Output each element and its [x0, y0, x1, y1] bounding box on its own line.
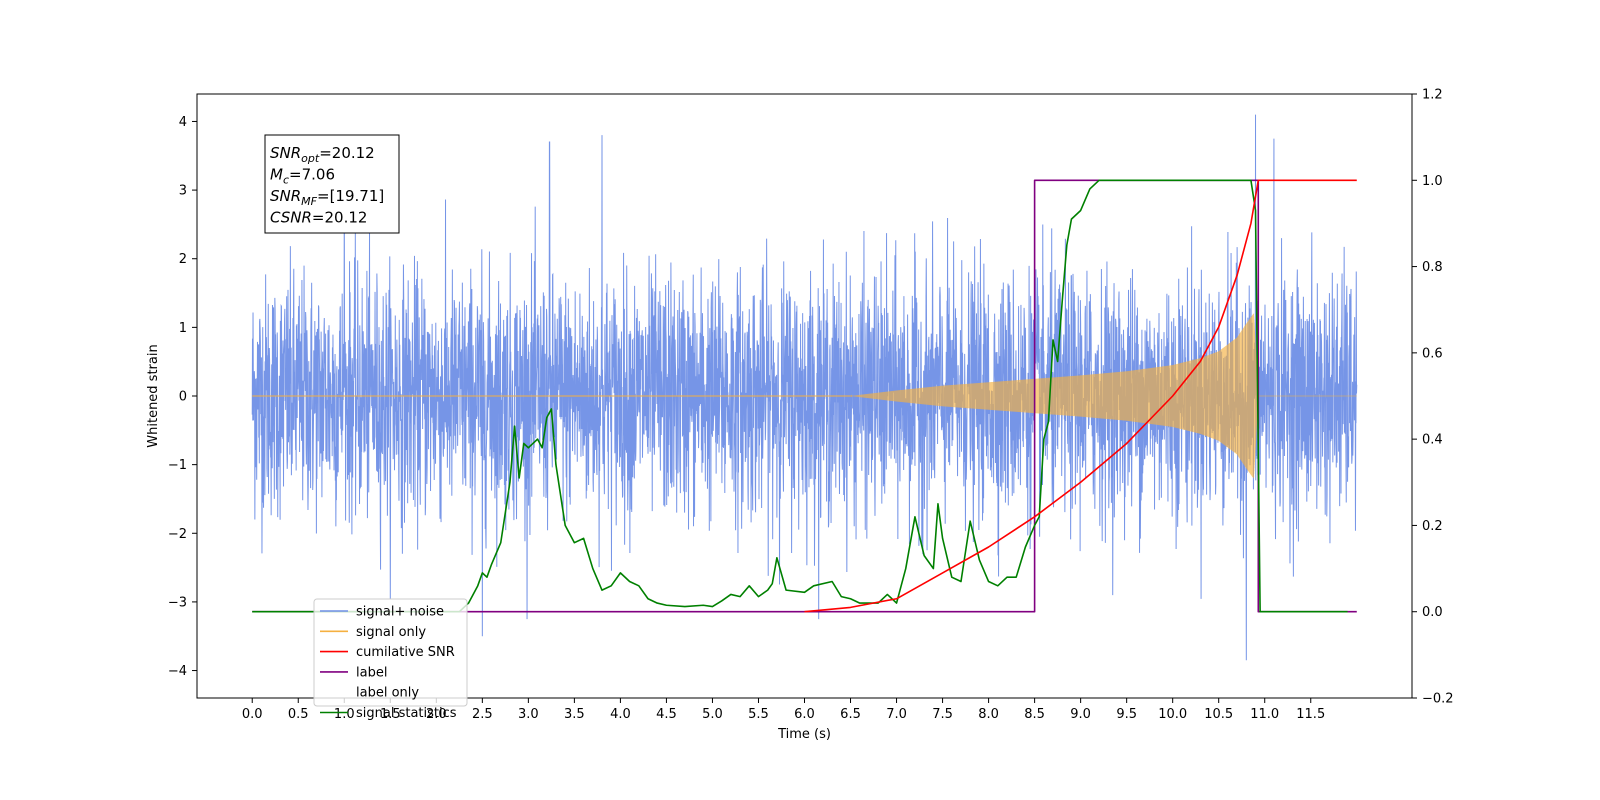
y-left-tick-label: −4 [168, 664, 187, 679]
x-tick-label: 7.0 [886, 707, 907, 722]
x-tick-label: 6.0 [794, 707, 815, 722]
y-left-axis-ticks: 4 3 2 1 0 −1 −2 −3 −4 [168, 115, 197, 679]
y-left-tick-label: 4 [179, 115, 187, 130]
x-tick-label: 5.0 [702, 707, 723, 722]
x-tick-label: 11.0 [1250, 707, 1279, 722]
annotation-box: SNRopt=20.12Mc=7.06SNRMF=[19.71]CSNR=20.… [264, 134, 400, 234]
y-left-tick-label: 1 [179, 321, 187, 336]
y-left-tick-label: −1 [168, 458, 187, 473]
annotation-line: Mc=7.06 [270, 166, 335, 187]
annotation-line: SNRMF=[19.71] [270, 187, 384, 208]
x-tick-label: 7.5 [932, 707, 953, 722]
y-left-tick-label: 2 [179, 252, 187, 267]
annotation-line: SNRopt=20.12 [270, 144, 375, 165]
y-left-tick-label: 0 [179, 390, 187, 405]
x-tick-label: 1.5 [380, 707, 401, 722]
series-cumilative-snr [804, 179, 1357, 613]
x-tick-label: 6.5 [840, 707, 861, 722]
legend-label: label only [356, 686, 419, 701]
x-tick-label: 1.0 [334, 707, 355, 722]
legend-label: signal statistics [356, 706, 457, 721]
y-left-tick-label: −3 [168, 595, 187, 610]
y-left-tick-label: −2 [168, 527, 187, 542]
x-tick-label: 9.5 [1116, 707, 1137, 722]
y-right-tick-label: 1.2 [1422, 88, 1443, 103]
y-right-tick-label: 0.0 [1422, 605, 1443, 620]
y-right-tick-label: 0.2 [1422, 519, 1443, 534]
x-tick-label: 4.5 [656, 707, 677, 722]
x-tick-label: 3.0 [518, 707, 539, 722]
x-axis-label: Time (s) [777, 727, 831, 742]
x-tick-label: 9.0 [1070, 707, 1091, 722]
x-tick-label: 3.5 [564, 707, 585, 722]
x-tick-label: 0.0 [242, 707, 263, 722]
legend-label: signal+ noise [356, 605, 444, 620]
x-tick-label: 4.0 [610, 707, 631, 722]
legend: signal+ noise signal only cumilative SNR la… [313, 598, 468, 721]
legend-label: signal only [356, 625, 426, 640]
legend-label: label [356, 665, 387, 680]
x-tick-label: 11.5 [1296, 707, 1325, 722]
x-tick-label: 10.0 [1158, 707, 1187, 722]
x-tick-label: 5.5 [748, 707, 769, 722]
x-tick-label: 2.5 [472, 707, 493, 722]
x-tick-label: 8.5 [1024, 707, 1045, 722]
x-tick-label: 10.5 [1204, 707, 1233, 722]
x-axis-ticks: 0.0 0.5 1.0 1.5 2.0 2.5 3.0 3.5 4.0 4.5 5.0 5.5 6.0 6… [242, 698, 1325, 722]
y-right-tick-label: −0.2 [1422, 692, 1454, 707]
y-left-tick-label: 3 [179, 184, 187, 199]
series-signal-only [850, 313, 1357, 479]
y-right-tick-label: 0.6 [1422, 346, 1443, 361]
series-signal-statistics [252, 179, 1348, 613]
y-right-tick-label: 1.0 [1422, 174, 1443, 189]
y-right-tick-label: 0.8 [1422, 260, 1443, 275]
legend-label: cumilative SNR [356, 645, 455, 660]
y-axis-label: Whitened strain [146, 344, 161, 447]
y-right-tick-label: 0.4 [1422, 433, 1443, 448]
x-tick-label: 0.5 [288, 707, 309, 722]
y-right-axis-ticks: 1.2 1.0 0.8 0.6 0.4 0.2 0.0 −0.2 [1412, 88, 1454, 707]
x-tick-label: 2.0 [426, 707, 447, 722]
legend-frame [313, 598, 468, 707]
x-tick-label: 8.0 [978, 707, 999, 722]
annotation-line: CSNR=20.12 [270, 209, 367, 227]
series-group [251, 114, 1358, 661]
annotation-frame [264, 134, 400, 234]
